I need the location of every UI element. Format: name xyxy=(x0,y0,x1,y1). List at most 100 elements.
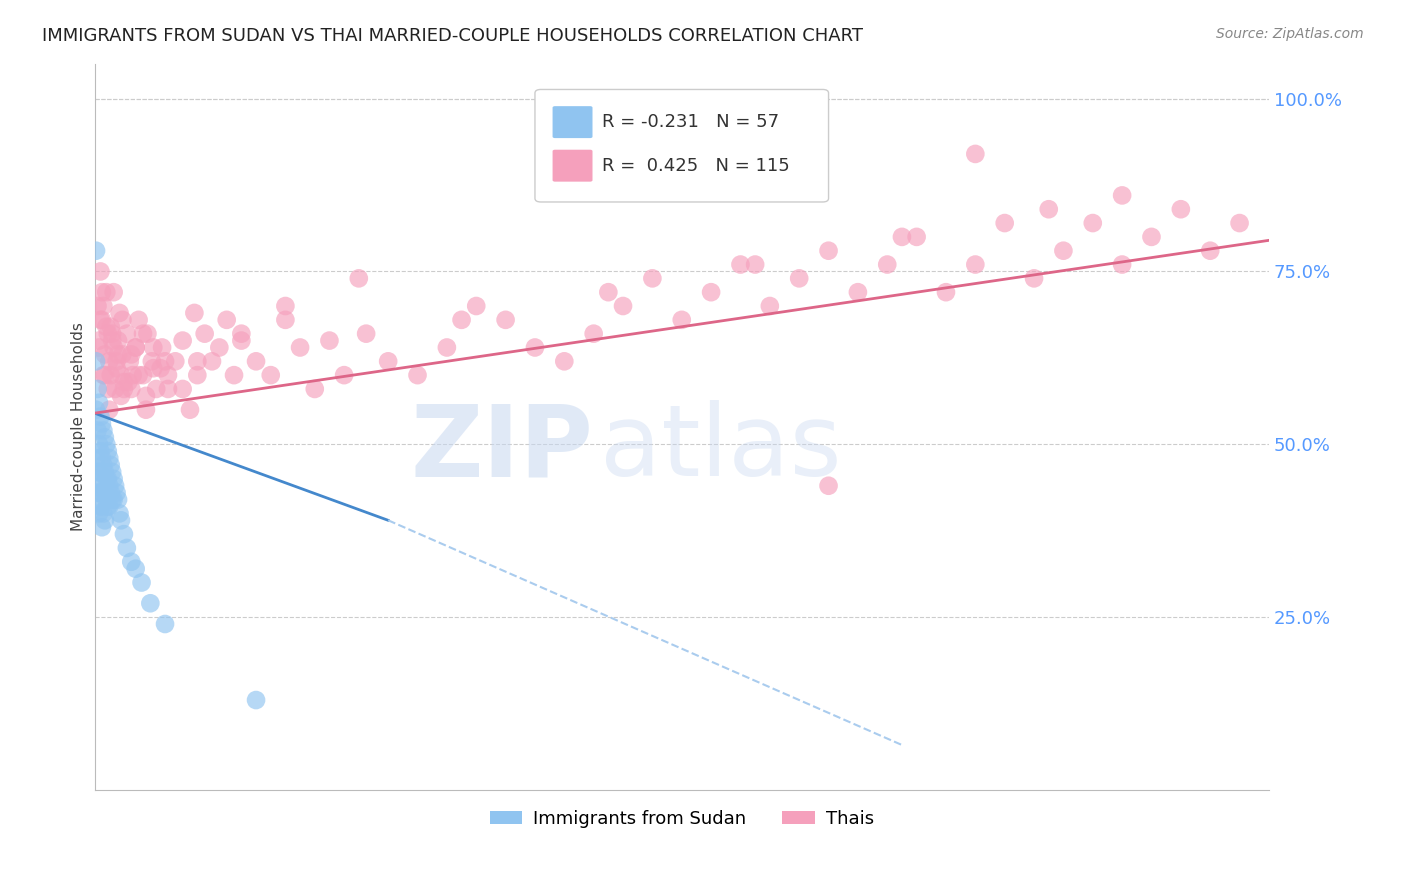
Point xyxy=(98,500,121,514)
Point xyxy=(890,230,912,244)
Point xyxy=(905,230,928,244)
Point xyxy=(135,389,157,403)
Point xyxy=(141,354,163,368)
Point xyxy=(89,444,111,458)
Point xyxy=(101,492,124,507)
Point xyxy=(179,402,201,417)
Point xyxy=(94,347,117,361)
Point xyxy=(100,485,122,500)
Point xyxy=(186,354,208,368)
FancyBboxPatch shape xyxy=(553,150,592,182)
Point xyxy=(93,299,115,313)
Point xyxy=(101,326,124,341)
Point xyxy=(553,354,575,368)
Point xyxy=(96,472,118,486)
Text: R =  0.425   N = 115: R = 0.425 N = 115 xyxy=(602,157,790,175)
Point xyxy=(87,485,110,500)
Point xyxy=(84,402,107,417)
Point xyxy=(231,334,253,348)
Point xyxy=(215,313,238,327)
Point xyxy=(231,326,253,341)
Point xyxy=(149,361,172,376)
Point xyxy=(90,285,112,300)
Point xyxy=(93,458,115,472)
Point xyxy=(208,341,231,355)
Point xyxy=(145,382,167,396)
Point xyxy=(598,285,620,300)
Point xyxy=(846,285,869,300)
Point xyxy=(744,258,766,272)
Point xyxy=(86,485,108,500)
Text: IMMIGRANTS FROM SUDAN VS THAI MARRIED-COUPLE HOUSEHOLDS CORRELATION CHART: IMMIGRANTS FROM SUDAN VS THAI MARRIED-CO… xyxy=(42,27,863,45)
Point xyxy=(304,382,326,396)
Point xyxy=(112,382,135,396)
Point xyxy=(103,492,125,507)
Point xyxy=(97,444,120,458)
Point xyxy=(110,368,132,383)
Point xyxy=(135,402,157,417)
Point xyxy=(354,326,377,341)
Point xyxy=(87,396,110,410)
Point xyxy=(132,326,155,341)
Point xyxy=(318,334,340,348)
Point xyxy=(108,507,131,521)
Point xyxy=(156,382,179,396)
Point xyxy=(96,492,118,507)
Point xyxy=(150,341,173,355)
Point xyxy=(90,313,112,327)
Point xyxy=(131,575,153,590)
Point xyxy=(128,313,150,327)
Text: Source: ZipAtlas.com: Source: ZipAtlas.com xyxy=(1216,27,1364,41)
Point xyxy=(87,334,110,348)
Point xyxy=(105,485,128,500)
Point xyxy=(84,354,107,368)
Point xyxy=(86,299,108,313)
Point xyxy=(96,285,118,300)
Point xyxy=(186,368,208,383)
Point xyxy=(965,258,987,272)
Point xyxy=(1140,230,1163,244)
Point xyxy=(108,306,131,320)
Point xyxy=(641,271,664,285)
Point xyxy=(245,693,267,707)
Point xyxy=(274,299,297,313)
Point xyxy=(172,334,194,348)
Point xyxy=(115,541,138,555)
Point xyxy=(495,313,517,327)
Point xyxy=(94,465,117,479)
Point xyxy=(523,341,546,355)
Point xyxy=(100,368,122,383)
Point xyxy=(1199,244,1222,258)
Point xyxy=(86,382,108,396)
Point xyxy=(994,216,1017,230)
Point xyxy=(93,507,115,521)
Point xyxy=(87,341,110,355)
Point xyxy=(817,479,839,493)
Point xyxy=(1022,271,1045,285)
Point xyxy=(90,520,112,534)
Point xyxy=(153,617,176,632)
Point xyxy=(288,341,311,355)
Point xyxy=(1052,244,1074,258)
Point xyxy=(1229,216,1251,230)
Point xyxy=(1081,216,1104,230)
Point xyxy=(183,306,205,320)
Point xyxy=(84,451,107,466)
Point xyxy=(136,326,159,341)
Point xyxy=(97,326,120,341)
Point xyxy=(817,244,839,258)
Point xyxy=(111,347,134,361)
Point xyxy=(110,513,132,527)
Point xyxy=(89,313,111,327)
Point xyxy=(98,402,121,417)
Point xyxy=(333,368,356,383)
Point xyxy=(98,451,121,466)
Point xyxy=(124,562,146,576)
Point xyxy=(139,596,162,610)
Point xyxy=(89,472,111,486)
Point xyxy=(965,147,987,161)
Point xyxy=(142,361,165,376)
Point xyxy=(121,368,143,383)
Point xyxy=(90,451,112,466)
Point xyxy=(730,258,752,272)
